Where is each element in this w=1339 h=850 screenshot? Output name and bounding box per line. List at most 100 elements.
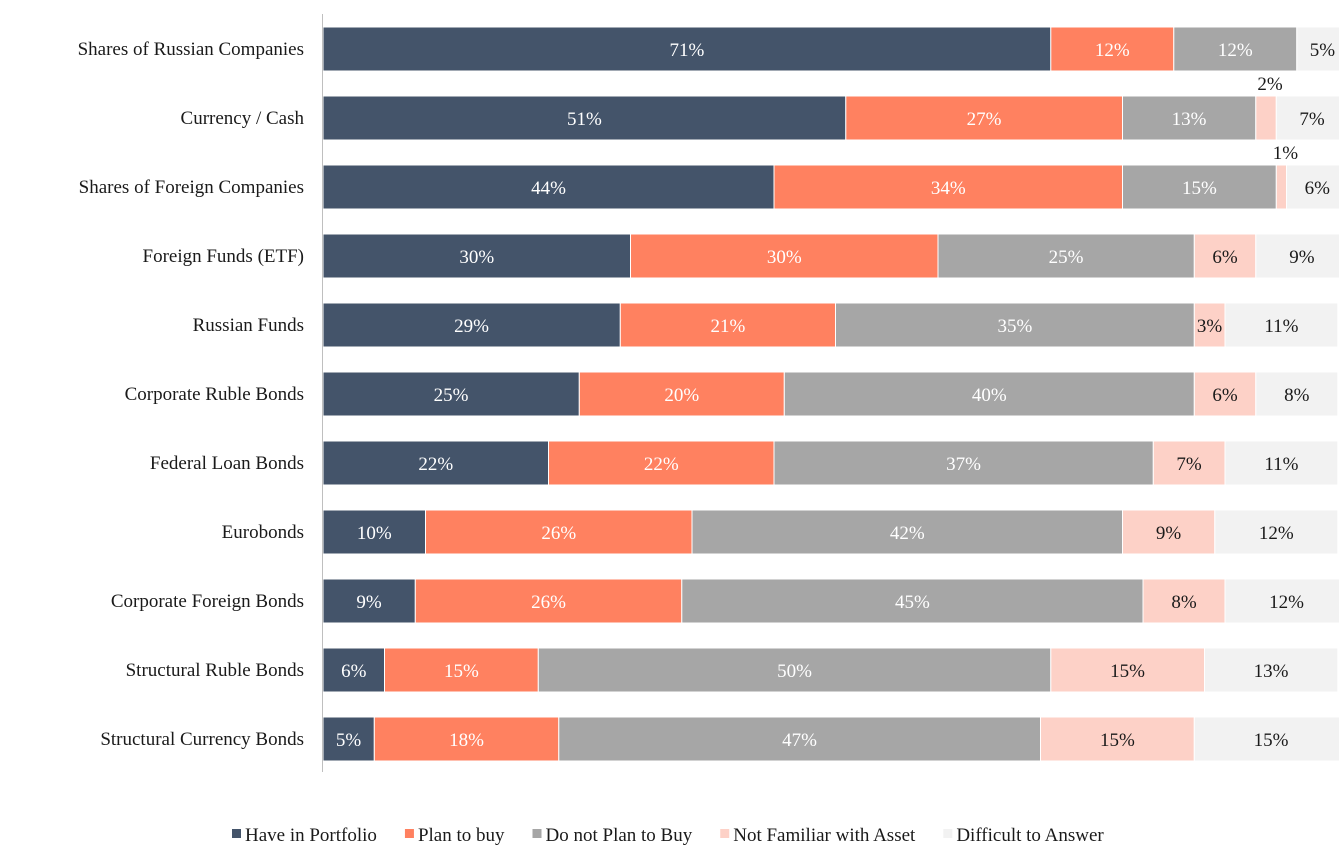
data-label: 51% — [567, 109, 602, 130]
data-label: 12% — [1218, 40, 1253, 61]
category-label: Corporate Foreign Bonds — [111, 591, 304, 612]
bar-segment — [1122, 95, 1257, 141]
data-label: 30% — [459, 247, 494, 268]
bar-segment — [1122, 509, 1216, 555]
data-label: 5% — [336, 730, 362, 751]
data-label: 8% — [1284, 385, 1310, 406]
bar-segment — [1204, 647, 1339, 693]
category-label: Currency / Cash — [181, 108, 305, 129]
data-label: 27% — [967, 109, 1002, 130]
bar-segment — [845, 95, 1124, 141]
data-label: 25% — [434, 385, 469, 406]
legend-label: Have in Portfolio — [245, 825, 377, 846]
bar-segment — [322, 164, 775, 210]
bar-segment — [373, 716, 560, 762]
bar-segment — [1286, 164, 1339, 210]
legend-swatch — [232, 829, 241, 838]
data-label: 7% — [1299, 109, 1325, 130]
legend-item: Not Familiar with Asset — [720, 825, 916, 846]
bar-segment — [1255, 371, 1339, 417]
bar-segment — [578, 371, 785, 417]
data-label: 9% — [356, 592, 382, 613]
bar-segment — [1050, 26, 1175, 72]
bar-segment — [1193, 233, 1257, 279]
data-label: 40% — [972, 385, 1007, 406]
bar-segment — [384, 647, 539, 693]
category-label: Eurobonds — [222, 522, 304, 543]
bar-segment — [1050, 647, 1206, 693]
legend-label: Difficult to Answer — [956, 825, 1104, 846]
data-label: 50% — [777, 661, 812, 682]
bar-segment — [937, 233, 1195, 279]
category-label: Corporate Ruble Bonds — [125, 384, 304, 405]
bar-segment — [322, 578, 416, 624]
data-label: 34% — [931, 178, 966, 199]
data-label: 8% — [1171, 592, 1197, 613]
bar-segment — [322, 26, 1052, 72]
data-label: 12% — [1269, 592, 1304, 613]
data-label: 29% — [454, 316, 489, 337]
bar-segment — [1224, 578, 1339, 624]
data-label: 25% — [1049, 247, 1084, 268]
data-label: 9% — [1289, 247, 1315, 268]
bar-segment — [1122, 164, 1277, 210]
data-label: 12% — [1259, 523, 1294, 544]
data-label: 15% — [1254, 730, 1289, 751]
bar-segment — [322, 371, 580, 417]
bar-segment — [1296, 26, 1339, 72]
category-label: Russian Funds — [193, 315, 304, 336]
legend-item: Plan to buy — [404, 825, 505, 846]
bar-segment — [783, 371, 1195, 417]
data-label: 15% — [444, 661, 479, 682]
data-label: 15% — [1182, 178, 1217, 199]
data-label: 47% — [782, 730, 817, 751]
bar-segment — [1152, 440, 1226, 486]
bar-segment — [630, 233, 939, 279]
data-label: 6% — [1212, 247, 1238, 268]
bar-segment — [1040, 716, 1195, 762]
bar-segment — [1255, 95, 1277, 141]
data-label: 22% — [418, 454, 453, 475]
data-label: 20% — [664, 385, 699, 406]
data-label: 15% — [1110, 661, 1145, 682]
category-label: Structural Currency Bonds — [100, 729, 304, 750]
data-label: 5% — [1310, 40, 1336, 61]
legend-swatch — [532, 829, 542, 838]
bar-segment — [773, 440, 1154, 486]
data-label: 18% — [449, 730, 484, 751]
bar-segment — [322, 647, 385, 693]
data-label: 35% — [997, 316, 1032, 337]
data-label: 44% — [531, 178, 566, 199]
data-label: 13% — [1172, 109, 1207, 130]
legend-swatch — [720, 829, 730, 838]
data-label: 22% — [644, 454, 679, 475]
bar-segment — [1193, 371, 1257, 417]
data-label: 7% — [1176, 454, 1202, 475]
data-label: 30% — [767, 247, 802, 268]
data-label: 26% — [541, 523, 576, 544]
data-label: 15% — [1100, 730, 1135, 751]
legend-item: Difficult to Answer — [943, 825, 1104, 846]
category-label: Foreign Funds (ETF) — [143, 246, 305, 267]
bar-segment — [773, 164, 1123, 210]
data-label: 10% — [357, 523, 392, 544]
bar-segment — [1224, 440, 1339, 486]
category-labels: Shares of Russian Companies Currency / Ca… — [78, 39, 305, 750]
data-label: 37% — [946, 454, 981, 475]
bar-segment — [835, 302, 1195, 348]
legend-label: Do not Plan to Buy — [546, 825, 693, 846]
bar-segment — [1275, 164, 1288, 210]
legend-item: Have in Portfolio — [232, 825, 377, 846]
data-label: 42% — [890, 523, 925, 544]
data-label: 11% — [1264, 316, 1298, 337]
bar-segment — [1224, 302, 1339, 348]
bar-segment — [1173, 26, 1298, 72]
data-label: 6% — [341, 661, 367, 682]
bar-segment — [1193, 716, 1339, 762]
data-label: 21% — [710, 316, 745, 337]
bar-segment — [414, 578, 683, 624]
data-label: 6% — [1212, 385, 1238, 406]
data-label: 3% — [1197, 316, 1223, 337]
bar-segment — [681, 578, 1144, 624]
